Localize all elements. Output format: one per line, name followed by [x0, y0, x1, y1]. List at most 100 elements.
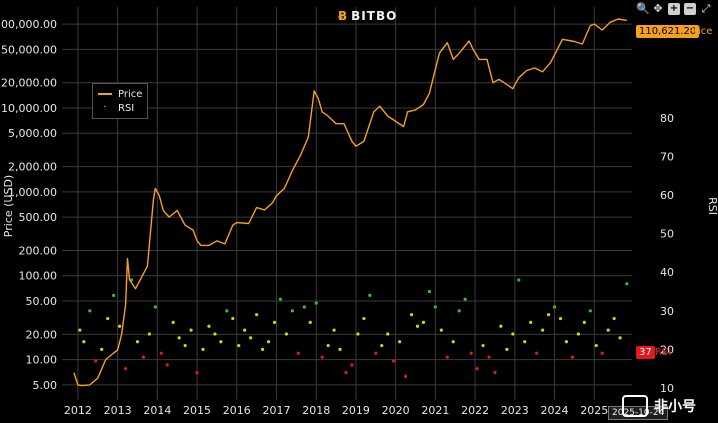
y-tick-label: 10,000.00	[1, 102, 57, 115]
legend-item-rsi[interactable]: · RSI	[98, 101, 134, 115]
rsi-point	[350, 363, 354, 367]
rsi-point	[511, 332, 515, 336]
legend-price-label: Price	[118, 88, 143, 100]
zoom-out-icon[interactable]: −	[684, 3, 696, 15]
rsi-point	[552, 305, 557, 309]
rsi-point	[272, 320, 277, 324]
rsi-point	[332, 328, 336, 332]
legend-rsi-label: RSI	[118, 102, 135, 114]
rsi-point	[439, 328, 443, 332]
rsi-point	[106, 316, 110, 321]
rsi-point	[588, 309, 592, 313]
zoom-in-icon[interactable]: +	[668, 3, 680, 15]
rsi-point	[344, 370, 348, 375]
rsi-point	[523, 340, 527, 344]
rsi-point	[505, 347, 509, 352]
rsi-point	[112, 293, 116, 297]
rsi-point	[625, 282, 629, 286]
rsi-point	[445, 355, 449, 359]
x-tick-label: 2020	[382, 404, 410, 417]
reset-icon[interactable]: ⤢	[701, 2, 711, 15]
rsi-point	[153, 305, 157, 309]
x-tick-label: 2017	[262, 404, 290, 417]
rsi-point	[380, 343, 384, 348]
y-tick-label: 50,000.00	[1, 43, 57, 56]
rsi-point	[403, 374, 408, 379]
y-axis-left: 5.00 10.00 20.00 50.00 100.00 200.00 500.00 1,0…	[0, 18, 57, 392]
logo-text: BITBO	[351, 9, 398, 23]
rsi-point	[535, 351, 539, 355]
rsi-point	[320, 355, 324, 359]
rsi-point	[237, 343, 241, 348]
y-axis-right: 10 20 30 40 50 60 70 80	[660, 112, 674, 395]
x-tick-label: 2022	[461, 404, 489, 417]
rsi-point	[189, 328, 193, 332]
price-series	[73, 18, 627, 387]
watermark-logo-icon	[622, 395, 648, 417]
rsi-point	[564, 340, 569, 344]
rsi-point	[159, 351, 163, 355]
rsi-point	[582, 320, 586, 324]
rsi-point	[82, 340, 86, 344]
rsi-point	[78, 328, 82, 332]
y2-tick-label: 40	[660, 266, 674, 279]
rsi-point	[374, 351, 378, 355]
zoom-icon[interactable]: 🔍	[636, 2, 650, 15]
rsi-point	[135, 340, 140, 344]
price-line	[73, 18, 627, 387]
rsi-marker-label: RSI	[655, 347, 672, 358]
rsi-point	[213, 332, 217, 336]
rsi-point	[576, 332, 580, 336]
legend-item-price[interactable]: Price	[98, 87, 142, 101]
rsi-point	[141, 355, 146, 359]
rsi-point	[487, 355, 491, 359]
rsi-point	[594, 343, 598, 348]
y-tick-label: 5.00	[33, 379, 58, 392]
rsi-point	[481, 343, 485, 348]
rsi-point	[612, 316, 616, 321]
rsi-point	[147, 332, 151, 336]
y-tick-label: 500.00	[19, 211, 58, 224]
rsi-point	[296, 351, 300, 355]
y2-tick-label: 50	[660, 228, 674, 241]
rsi-point	[398, 340, 402, 344]
rsi-point	[249, 336, 253, 340]
rsi-point	[278, 297, 283, 301]
rsi-value-badge: 37	[636, 346, 655, 359]
y-tick-label: 10.00	[26, 354, 58, 367]
watermark: 非小号	[622, 395, 696, 417]
x-tick-label: 2023	[501, 404, 529, 417]
rsi-point	[386, 332, 390, 336]
rsi-point	[123, 367, 128, 371]
x-tick-label: 2024	[541, 404, 569, 417]
rsi-series	[78, 278, 629, 379]
y2-tick-label: 30	[660, 305, 674, 318]
rsi-point	[558, 316, 563, 321]
rsi-point	[415, 324, 420, 328]
rsi-point	[302, 305, 306, 309]
y-tick-label: 20,000.00	[1, 77, 57, 90]
y-axis-label: Price (USD)	[2, 175, 15, 237]
rsi-point	[165, 363, 169, 367]
rsi-point	[546, 313, 551, 317]
rsi-point	[100, 347, 104, 352]
rsi-point	[225, 309, 229, 313]
x-tick-label: 2013	[104, 404, 132, 417]
grid-lines	[62, 7, 632, 400]
rsi-point	[427, 289, 432, 294]
rsi-point	[606, 328, 610, 332]
pan-icon[interactable]: ✥	[653, 2, 663, 15]
y-tick-label: 200.00	[19, 244, 58, 257]
legend: Price · RSI	[92, 83, 148, 119]
x-tick-label: 2012	[64, 404, 92, 417]
rsi-point	[266, 340, 271, 344]
rsi-point	[517, 278, 521, 282]
rsi-point	[600, 351, 604, 355]
rsi-point	[392, 359, 396, 363]
rsi-point	[457, 309, 461, 313]
x-tick-label: 2016	[223, 404, 251, 417]
y-tick-label: 100.00	[19, 270, 58, 283]
x-tick-label: 2018	[302, 404, 330, 417]
price-marker-label: Price	[688, 26, 713, 37]
